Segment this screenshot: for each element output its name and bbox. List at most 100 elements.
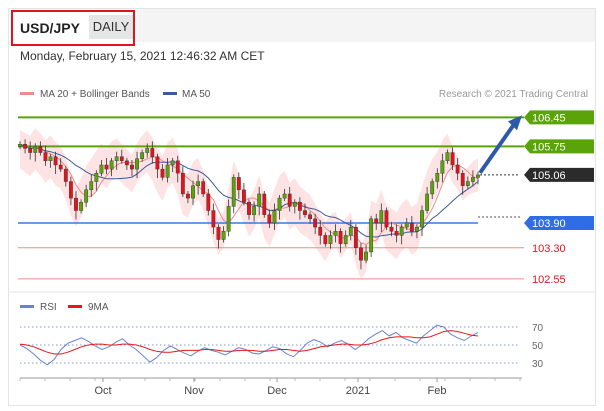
candle-body [430,181,435,195]
candle-body [135,158,139,170]
candle-body [236,177,241,191]
candle-body [175,160,180,174]
candle-body [196,181,201,186]
level-label-0: 106.45 [532,112,566,124]
candle-body [369,218,374,253]
candle-body [399,226,404,236]
symbol-box: USD/JPY DAILY [11,10,135,46]
x-tick-label-2: Dec [267,385,287,397]
candle-body [84,189,89,203]
forecast-arrow-head [508,115,522,131]
candle-body [364,251,368,261]
candle-body [471,177,475,182]
candle-body [435,173,440,182]
candle-body [38,146,43,153]
candle-body [292,202,297,207]
candle-body [33,146,38,153]
candle-body [231,177,236,207]
candle-body [272,210,277,224]
candle-body [130,164,134,170]
candle-body [308,214,312,220]
candle-body [374,218,379,224]
level-tag-2 [524,167,594,182]
x-tick-label-4: Feb [428,385,447,397]
candle-body [455,164,460,174]
period-button[interactable]: DAILY [89,15,133,39]
candle-body [18,144,22,147]
candle-body [338,231,343,244]
candle-body [328,235,333,244]
rsi-legend-label-rsi: RSI [40,302,57,313]
candle-body [191,185,195,199]
candle-body [313,218,318,228]
candle-body [79,202,83,211]
candle-body [99,164,104,174]
candle-body [287,193,292,207]
candle-body [48,156,53,162]
x-tick-label-1: Nov [184,385,204,397]
candle-body [389,226,394,232]
candle-body [180,173,185,195]
candle-body [53,156,58,166]
candle-body [297,202,302,211]
candle-body [124,160,129,166]
candle-body [68,181,73,199]
level-label-5: 102.55 [532,274,566,286]
candle-body [74,197,78,211]
rsi-legend-swatch-rsi [20,305,34,308]
legend-label-ma50: MA 50 [182,89,211,100]
candle-body [303,210,307,215]
rsi-tick-label-50: 50 [532,341,544,352]
candle-body [201,181,206,195]
candle-body [425,193,430,211]
candle-body [150,148,155,157]
candle-body [252,206,256,215]
candle-body [404,222,409,228]
candle-body [257,193,262,207]
candle-body [450,152,455,166]
copyright-label: Research © 2021 Trading Central [439,89,588,100]
rsi-series-9ma [19,330,479,355]
legend-swatch-ma20 [20,92,34,95]
candle-body [318,226,323,236]
candle-body [282,193,287,199]
candle-body [89,181,94,191]
candle-body [440,160,445,174]
candle-body [415,226,419,232]
candle-body [58,164,63,170]
candle-body [109,160,114,170]
level-label-2: 105.06 [532,170,566,182]
rsi-tick-label-70: 70 [532,323,544,334]
level-tag-1 [524,139,594,154]
candle-body [140,152,145,159]
candle-body [394,231,399,236]
candle-body [359,247,363,261]
candle-body [247,202,251,215]
candle-body [186,193,190,199]
candle-body [476,174,480,178]
candle-body [155,156,160,170]
level-tag-0 [524,110,594,125]
candle-body [226,206,231,232]
candle-body [114,156,119,162]
candle-body [445,152,450,162]
candle-body [353,226,358,248]
candle-body [409,222,414,232]
candle-body [465,181,470,186]
candle-body [104,164,109,170]
level-label-1: 105.75 [532,141,566,153]
legend-swatch-ma50 [163,92,177,95]
level-tag-3 [524,215,594,230]
candle-body [43,152,48,162]
candle-body [28,148,33,153]
rsi-legend-label-9ma: 9MA [88,302,109,313]
candle-body [216,226,221,240]
candle-body [262,193,267,215]
candle-body [277,197,282,211]
candle-body [242,189,246,203]
candle-body [206,193,211,211]
candle-body [160,168,165,178]
level-label-4: 103.30 [532,243,566,255]
candle-body [165,164,170,178]
